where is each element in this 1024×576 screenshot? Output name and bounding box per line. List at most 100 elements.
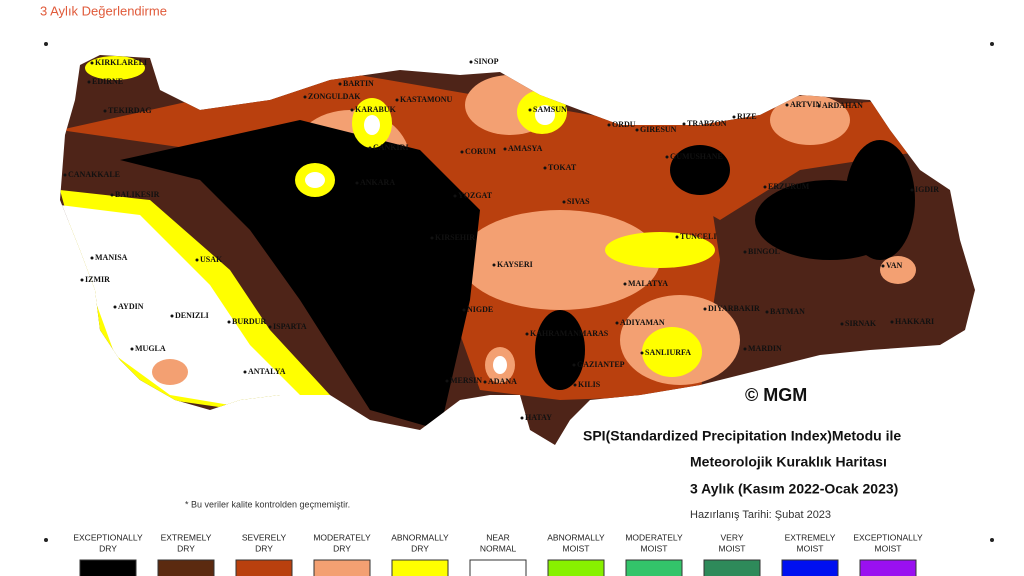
city-label: IZMIR bbox=[85, 275, 110, 284]
legend-swatch bbox=[79, 559, 137, 576]
city-label: ARDAHAN bbox=[822, 101, 863, 110]
city-dot bbox=[395, 98, 399, 102]
city-dot bbox=[80, 278, 84, 282]
city-label: ARTVIN bbox=[790, 100, 822, 109]
city-label: MARDIN bbox=[748, 344, 782, 353]
city-dot bbox=[243, 370, 247, 374]
legend-label: EXTREMELY bbox=[161, 532, 212, 542]
city-dot bbox=[430, 236, 434, 240]
city-dot bbox=[840, 322, 844, 326]
legend-label: MOIST bbox=[797, 543, 824, 553]
city-label: ANKARA bbox=[360, 178, 395, 187]
city-label: MALATYA bbox=[628, 279, 668, 288]
city-dot bbox=[703, 307, 707, 311]
map-title-line: Meteorolojik Kuraklık Haritası bbox=[690, 454, 887, 470]
city-dot bbox=[90, 256, 94, 260]
city-dot bbox=[170, 314, 174, 318]
city-label: VAN bbox=[886, 261, 903, 270]
city-label: USAK bbox=[200, 255, 223, 264]
city-dot bbox=[462, 308, 466, 312]
city-dot bbox=[765, 310, 769, 314]
city-label: MUGLA bbox=[135, 344, 166, 353]
city-dot bbox=[890, 320, 894, 324]
city-dot bbox=[520, 416, 524, 420]
city-dot bbox=[525, 332, 529, 336]
city-label: TOKAT bbox=[548, 163, 577, 172]
city-label: MERSIN bbox=[450, 376, 482, 385]
legend-label: NEAR bbox=[486, 532, 510, 542]
city-label: ERZURUM bbox=[768, 182, 810, 191]
city-dot bbox=[303, 95, 307, 99]
city-dot bbox=[113, 305, 117, 309]
city-label: GUMUSHANE bbox=[670, 152, 723, 161]
legend-label: VERY bbox=[721, 532, 744, 542]
legend-label: NORMAL bbox=[480, 543, 517, 553]
city-dot bbox=[743, 250, 747, 254]
city-dot bbox=[453, 194, 457, 198]
city-label: BINGOL bbox=[748, 247, 780, 256]
map bbox=[60, 55, 975, 445]
city-label: GAZIANTEP bbox=[577, 360, 625, 369]
copyright: © MGM bbox=[745, 385, 807, 405]
city-label: TUNCELI bbox=[680, 232, 716, 241]
footnote: * Bu veriler kalite kontrolden geçmemişt… bbox=[185, 499, 350, 509]
city-dot bbox=[445, 379, 449, 383]
city-dot bbox=[665, 155, 669, 159]
city-dot bbox=[355, 181, 359, 185]
city-dot bbox=[785, 103, 789, 107]
legend-swatch bbox=[157, 559, 215, 576]
city-label: KIRSEHIR bbox=[435, 233, 475, 242]
city-dot bbox=[338, 82, 342, 86]
legend-swatch bbox=[781, 559, 839, 576]
legend-swatch bbox=[625, 559, 683, 576]
city-label: TEKIRDAG bbox=[108, 106, 152, 115]
city-label: ANTALYA bbox=[248, 367, 286, 376]
city-dot bbox=[607, 123, 611, 127]
city-label: SIVAS bbox=[567, 197, 590, 206]
city-label: SINOP bbox=[474, 57, 499, 66]
city-label: KAHRAMANMARAS bbox=[530, 329, 609, 338]
city-label: BARTIN bbox=[343, 79, 374, 88]
city-label: DENIZLI bbox=[175, 311, 209, 320]
dots bbox=[44, 42, 994, 542]
city-dot bbox=[227, 320, 231, 324]
city-dot bbox=[763, 185, 767, 189]
city-dot bbox=[90, 61, 94, 65]
legend-swatch bbox=[859, 559, 917, 576]
legend-swatch bbox=[391, 559, 449, 576]
legend-swatch bbox=[235, 559, 293, 576]
legend-swatch bbox=[313, 559, 371, 576]
city-dot bbox=[881, 264, 885, 268]
city-label: KASTAMONU bbox=[400, 95, 453, 104]
city-label: SIRNAK bbox=[845, 319, 877, 328]
city-label: ADIYAMAN bbox=[620, 318, 665, 327]
city-label: CORUM bbox=[465, 147, 497, 156]
city-dot bbox=[103, 109, 107, 113]
city-label: EDIRNE bbox=[92, 77, 123, 86]
city-label: CANAKKALE bbox=[68, 170, 120, 179]
legend-label: DRY bbox=[99, 543, 117, 553]
city-dot bbox=[110, 193, 114, 197]
city-dot bbox=[350, 108, 354, 112]
city-dot bbox=[483, 380, 487, 384]
legend-swatch bbox=[703, 559, 761, 576]
legend-label: ABNORMALLY bbox=[391, 532, 449, 542]
city-dot bbox=[469, 60, 473, 64]
city-label: MANISA bbox=[95, 253, 128, 262]
city-label: GIRESUN bbox=[640, 125, 677, 134]
legend-label: MODERATELY bbox=[625, 532, 683, 542]
city-label: ADANA bbox=[488, 377, 517, 386]
city-label: TRABZON bbox=[687, 119, 727, 128]
city-label: BALIKESIR bbox=[115, 190, 160, 199]
page-title: 3 Aylık Değerlendirme bbox=[40, 3, 167, 18]
legend-label: MODERATELY bbox=[313, 532, 371, 542]
city-dot bbox=[910, 188, 914, 192]
city-label: KARABUK bbox=[355, 105, 397, 114]
city-label: AYDIN bbox=[118, 302, 144, 311]
city-labels: KIRKLARELI EDIRNE TEKIRDAG CANAKKALE BALIKES… bbox=[63, 57, 939, 422]
city-label: SAMSUN bbox=[533, 105, 567, 114]
city-dot bbox=[732, 115, 736, 119]
city-dot bbox=[63, 173, 67, 177]
city-dot bbox=[635, 128, 639, 132]
